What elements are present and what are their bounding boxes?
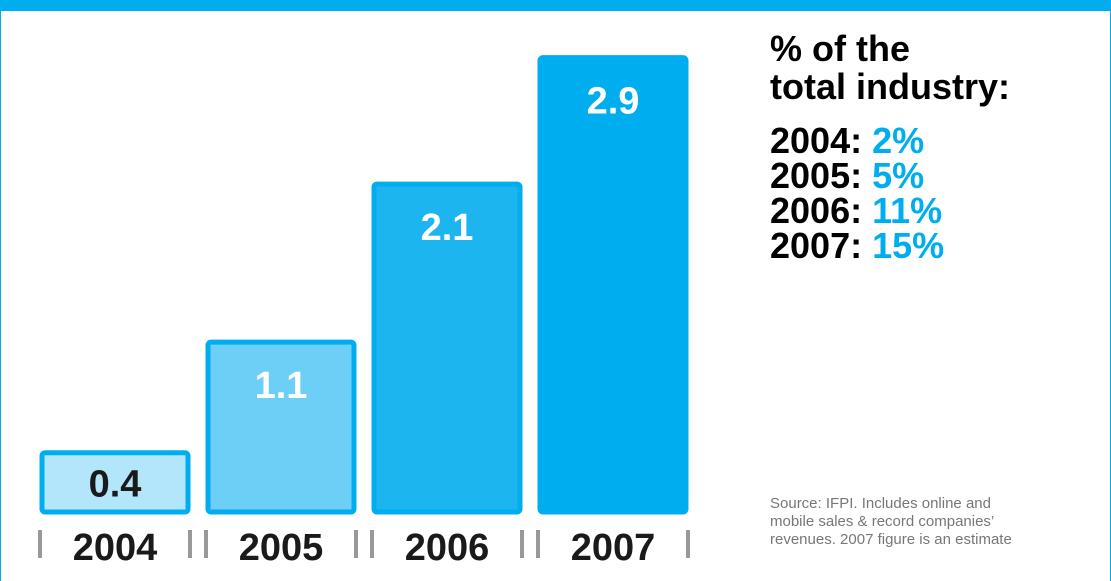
bar-2007 bbox=[537, 55, 689, 515]
share-percent: 11% bbox=[872, 190, 943, 231]
share-percent: 2% bbox=[872, 120, 925, 161]
share-year: 2004: bbox=[770, 120, 863, 161]
industry-share-title-line2: total industry: bbox=[770, 66, 1010, 107]
share-row-2004: 2004: 2% bbox=[770, 120, 1100, 161]
share-percent: 5% bbox=[872, 155, 925, 196]
industry-share-title: % of the total industry: bbox=[770, 30, 1100, 106]
bar-2005 bbox=[205, 339, 357, 515]
share-percent: 15% bbox=[872, 225, 945, 266]
x-tick-label: 2006 bbox=[405, 527, 490, 569]
share-row-2005: 2005: 5% bbox=[770, 155, 1100, 196]
top-accent-bar bbox=[0, 0, 1111, 11]
share-year: 2007: bbox=[770, 225, 863, 266]
share-row-2007: 2007: 15% bbox=[770, 225, 1100, 266]
source-note-line3: revenues. 2007 figure is an estimate bbox=[770, 531, 1012, 548]
share-year: 2005: bbox=[770, 155, 863, 196]
x-tick-label: 2005 bbox=[239, 527, 324, 569]
industry-share-title-line1: % of the bbox=[770, 28, 910, 69]
industry-share-panel: % of the total industry: 2004: 2% 2005: … bbox=[770, 30, 1100, 266]
source-note-line2: mobile sales & record companies’ bbox=[770, 513, 995, 530]
bar-2006 bbox=[371, 181, 523, 515]
bar-value-label: 2.9 bbox=[587, 81, 640, 123]
bar-value-label: 2.1 bbox=[421, 207, 474, 249]
x-tick-label: 2004 bbox=[73, 527, 158, 569]
bar-2004 bbox=[39, 450, 191, 515]
bar-value-label: 0.4 bbox=[89, 463, 142, 505]
bar-chart: 0.4 2004 1.1 2005 2.1 2006 2.9 2007 bbox=[38, 55, 690, 569]
share-row-2006: 2006: 11% bbox=[770, 190, 1100, 231]
share-year: 2006: bbox=[770, 190, 863, 231]
x-tick-label: 2007 bbox=[571, 527, 656, 569]
source-note: Source: IFPI. Includes online and mobile… bbox=[770, 495, 1100, 549]
source-note-line1: Source: IFPI. Includes online and bbox=[770, 495, 991, 512]
bar-value-label: 1.1 bbox=[255, 365, 308, 407]
